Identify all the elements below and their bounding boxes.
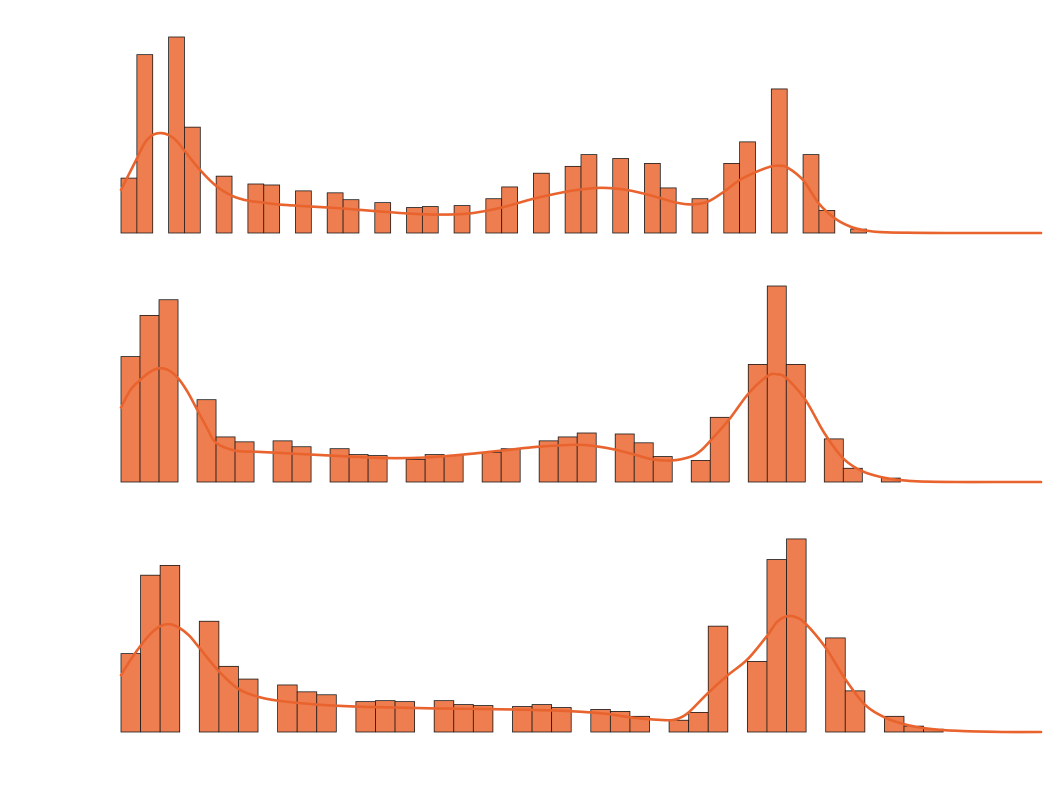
histogram-bar — [234, 441, 255, 483]
histogram-bar — [842, 467, 863, 483]
histogram-bar — [633, 442, 654, 483]
histogram-bar — [766, 559, 787, 733]
histogram-bar — [184, 126, 201, 234]
histogram-bar — [139, 314, 160, 483]
histogram-bar — [533, 172, 550, 234]
histogram-bar — [238, 678, 259, 733]
histogram-bar — [329, 448, 350, 483]
histogram-bar — [481, 452, 502, 483]
histogram-bar — [551, 707, 572, 733]
histogram-bar — [500, 448, 521, 483]
histogram-bar — [786, 538, 807, 733]
histogram-bar — [394, 701, 416, 733]
kde-curve-top — [119, 131, 1043, 235]
histogram-bar — [691, 198, 709, 234]
histogram-bar — [770, 88, 788, 234]
histogram-bar — [406, 207, 423, 234]
histogram-bar — [614, 433, 635, 483]
kde-curve-bottom — [119, 614, 1043, 734]
histogram-bar — [612, 158, 629, 234]
histogram-bar — [453, 205, 471, 234]
histogram-bar — [690, 460, 711, 483]
histogram-bar — [342, 199, 360, 234]
histogram-bar — [218, 665, 239, 733]
histogram-bar — [120, 653, 141, 733]
histogram-bar — [158, 299, 179, 483]
histogram-bar — [747, 363, 768, 483]
histogram-bar — [247, 183, 265, 234]
histogram-bar — [825, 637, 846, 733]
histogram-bar — [443, 455, 464, 483]
histogram-bar — [348, 454, 369, 483]
histogram-bar — [766, 285, 787, 483]
histogram-bar — [668, 719, 690, 733]
histogram-bar — [263, 184, 281, 234]
histogram-bar — [629, 715, 650, 733]
histogram-bar — [291, 446, 312, 483]
histogram-bar — [159, 565, 181, 733]
histogram-bar — [709, 416, 730, 483]
histogram-bar — [424, 454, 445, 483]
histogram-bar — [198, 620, 220, 733]
histogram-bar — [472, 705, 494, 733]
histogram-bar — [374, 202, 392, 234]
histogram-bar — [501, 186, 518, 234]
histogram-panel-middle — [119, 285, 1043, 484]
histogram-bar — [688, 712, 709, 733]
histogram-bar — [120, 356, 141, 483]
histogram-bar — [272, 440, 293, 483]
histogram-bar — [375, 700, 396, 733]
histogram-panel-bottom — [119, 538, 1043, 734]
kde-curve-middle — [119, 366, 1043, 484]
histogram-bar — [296, 691, 318, 733]
histogram-bar — [659, 187, 677, 234]
histogram-bar — [580, 154, 598, 234]
histogram-bar — [140, 574, 161, 733]
histogram-bar — [844, 690, 866, 733]
histogram-bar — [405, 459, 426, 483]
histogram-bar — [485, 198, 503, 234]
histogram-bar — [823, 438, 844, 483]
histogram-bar — [564, 165, 582, 234]
histogram-bar — [421, 206, 439, 234]
histogram-bar — [316, 694, 337, 733]
histogram-bar — [576, 432, 597, 483]
histogram-bar — [707, 625, 729, 733]
histogram-bar — [723, 163, 741, 234]
histogram-bar — [746, 661, 768, 733]
histogram-bar — [277, 684, 298, 733]
histogram-bar — [295, 190, 312, 234]
histogram-bar — [326, 192, 344, 234]
histogram-bar — [367, 455, 388, 483]
histogram-bar — [433, 700, 455, 733]
histogram-bar — [818, 210, 836, 234]
histogram-bar — [652, 456, 673, 483]
histogram-bar — [739, 141, 756, 234]
histogram-bar — [215, 175, 233, 234]
histogram-panel-top — [119, 36, 1043, 235]
bars-bottom — [120, 538, 944, 733]
